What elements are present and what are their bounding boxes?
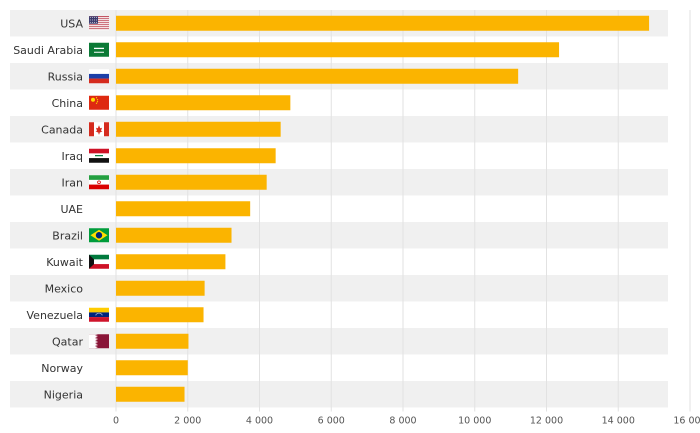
iraq-flag-icon bbox=[89, 148, 109, 163]
bar-nigeria bbox=[116, 386, 185, 402]
iran-flag-icon bbox=[89, 175, 109, 190]
category-label-russia: Russia bbox=[48, 70, 83, 83]
saudi-arabia-flag-icon bbox=[89, 42, 109, 57]
russia-flag-icon bbox=[89, 69, 109, 84]
bar-qatar bbox=[116, 333, 189, 349]
category-label-china: China bbox=[52, 97, 83, 110]
venezuela-flag-icon bbox=[89, 307, 109, 322]
bar-norway bbox=[116, 360, 188, 376]
row-stripe bbox=[10, 381, 668, 408]
bar-iraq bbox=[116, 148, 276, 164]
bar-canada bbox=[116, 121, 281, 137]
bar-iran bbox=[116, 174, 267, 190]
category-label-uae: UAE bbox=[60, 203, 83, 216]
kuwait-flag-icon bbox=[89, 254, 109, 269]
flags bbox=[89, 16, 109, 349]
x-tick-label: 12 000 bbox=[530, 416, 563, 427]
x-tick-label: 6 000 bbox=[318, 416, 345, 427]
x-tick-label: 0 bbox=[113, 416, 119, 427]
category-label-iraq: Iraq bbox=[62, 150, 84, 163]
x-tick-label: 16 000 bbox=[673, 416, 700, 427]
category-label-venezuela: Venezuela bbox=[27, 309, 84, 322]
qatar-flag-icon bbox=[89, 334, 109, 349]
bar-russia bbox=[116, 68, 519, 84]
category-label-nigeria: Nigeria bbox=[44, 388, 83, 401]
x-tick-label: 2 000 bbox=[174, 416, 201, 427]
china-flag-icon bbox=[89, 95, 109, 110]
bar-uae bbox=[116, 201, 251, 217]
bar-saudi-arabia bbox=[116, 42, 560, 58]
bar-venezuela bbox=[116, 307, 204, 323]
bar-usa bbox=[116, 15, 650, 31]
x-tick-label: 8 000 bbox=[389, 416, 416, 427]
x-tick-label: 10 000 bbox=[458, 416, 491, 427]
x-tick-label: 14 000 bbox=[602, 416, 635, 427]
category-label-usa: USA bbox=[60, 17, 83, 30]
brazil-flag-icon bbox=[89, 228, 109, 243]
category-label-mexico: Mexico bbox=[45, 282, 84, 295]
x-tick-label: 4 000 bbox=[246, 416, 273, 427]
category-label-qatar: Qatar bbox=[52, 335, 83, 348]
bar-china bbox=[116, 95, 291, 111]
canada-flag-icon bbox=[89, 122, 109, 137]
bar-brazil bbox=[116, 227, 232, 243]
bar-kuwait bbox=[116, 254, 226, 270]
category-label-saudi-arabia: Saudi Arabia bbox=[13, 44, 83, 57]
category-label-kuwait: Kuwait bbox=[46, 256, 83, 269]
category-label-iran: Iran bbox=[62, 176, 84, 189]
bar-mexico bbox=[116, 280, 205, 296]
category-labels: USA Saudi Arabia Russia China Canada Iraq Iran… bbox=[13, 17, 83, 401]
bars bbox=[116, 15, 650, 402]
x-axis-ticks: 0 2 000 4 000 6 000 8 000 10 000 12 000 14 000 1… bbox=[113, 416, 700, 427]
us-flag-icon bbox=[89, 16, 109, 31]
category-label-canada: Canada bbox=[41, 123, 83, 136]
category-label-norway: Norway bbox=[41, 362, 83, 375]
row-stripe bbox=[10, 275, 668, 302]
category-label-brazil: Brazil bbox=[52, 229, 83, 242]
